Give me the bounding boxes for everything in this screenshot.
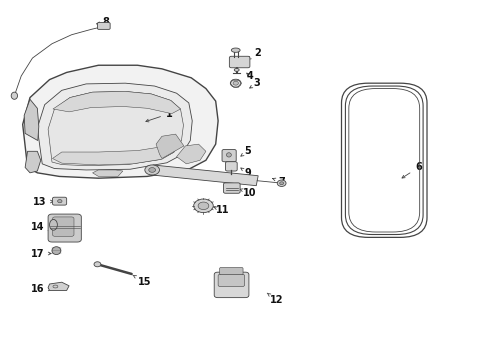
Text: 6: 6 [402, 162, 422, 178]
Ellipse shape [58, 199, 62, 203]
Ellipse shape [277, 180, 286, 186]
FancyBboxPatch shape [222, 149, 236, 162]
FancyBboxPatch shape [214, 272, 249, 298]
PathPatch shape [37, 83, 192, 170]
Ellipse shape [198, 202, 209, 210]
Text: 4: 4 [246, 71, 253, 81]
Ellipse shape [94, 262, 101, 267]
Text: 14: 14 [30, 222, 51, 231]
PathPatch shape [156, 134, 184, 158]
Text: 15: 15 [133, 275, 151, 287]
PathPatch shape [48, 282, 69, 291]
PathPatch shape [53, 91, 180, 114]
FancyBboxPatch shape [52, 197, 67, 205]
Text: 7: 7 [272, 177, 285, 187]
FancyBboxPatch shape [52, 217, 74, 236]
Ellipse shape [149, 168, 156, 172]
FancyBboxPatch shape [220, 267, 243, 275]
Ellipse shape [231, 48, 240, 52]
Text: 5: 5 [241, 146, 251, 156]
FancyBboxPatch shape [229, 56, 250, 68]
PathPatch shape [25, 151, 41, 173]
Text: 10: 10 [240, 188, 257, 198]
PathPatch shape [52, 146, 174, 165]
FancyBboxPatch shape [223, 183, 240, 193]
FancyBboxPatch shape [218, 274, 245, 287]
Text: 11: 11 [214, 206, 230, 216]
Text: 8: 8 [97, 17, 109, 27]
PathPatch shape [48, 91, 183, 166]
Text: 3: 3 [250, 78, 261, 88]
Ellipse shape [11, 92, 18, 99]
Ellipse shape [280, 182, 284, 185]
Text: 9: 9 [241, 168, 251, 178]
FancyBboxPatch shape [342, 83, 427, 237]
Ellipse shape [49, 220, 57, 230]
Text: 16: 16 [30, 284, 51, 294]
PathPatch shape [176, 144, 206, 164]
Ellipse shape [233, 81, 239, 85]
PathPatch shape [24, 99, 39, 140]
Ellipse shape [194, 199, 213, 213]
FancyBboxPatch shape [48, 214, 81, 242]
Ellipse shape [234, 68, 239, 71]
Text: 13: 13 [33, 197, 53, 207]
Ellipse shape [226, 153, 231, 157]
Ellipse shape [230, 79, 241, 87]
Text: 17: 17 [30, 248, 51, 258]
FancyBboxPatch shape [98, 23, 110, 30]
PathPatch shape [93, 170, 123, 176]
Text: 12: 12 [267, 293, 284, 305]
Text: 1: 1 [146, 109, 172, 122]
FancyBboxPatch shape [225, 162, 237, 171]
Text: 2: 2 [248, 48, 261, 59]
Ellipse shape [52, 247, 61, 255]
Ellipse shape [145, 165, 159, 175]
Polygon shape [151, 165, 258, 186]
PathPatch shape [23, 65, 218, 178]
